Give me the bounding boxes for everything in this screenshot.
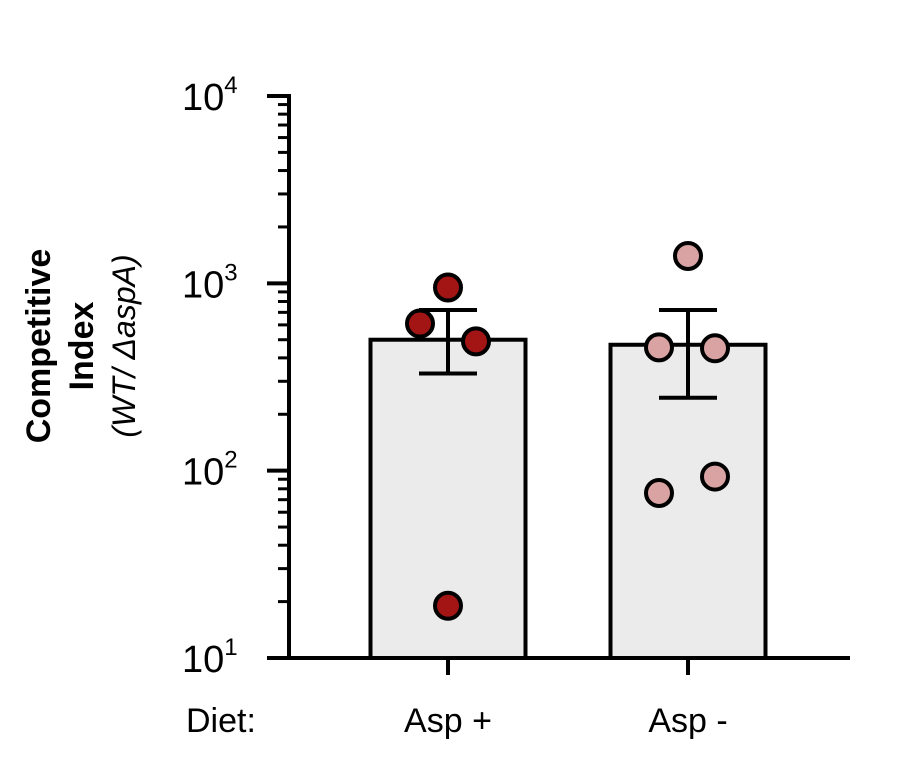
y-tick-label: 103 (182, 259, 238, 306)
y-axis-title-line2: Index (63, 302, 101, 391)
y-tick-base: 10 (182, 639, 224, 681)
data-point (644, 477, 674, 508)
data-point (461, 326, 491, 357)
bars-layer (368, 337, 768, 660)
data-point (433, 590, 463, 621)
data-point (673, 240, 703, 271)
data-point (700, 461, 730, 492)
y-axis-title: Competitive Index (WT/ ΔaspA) (20, 249, 142, 444)
y-tick-base: 10 (182, 452, 224, 494)
data-point (433, 272, 463, 303)
data-point (405, 308, 435, 339)
data-point (700, 333, 730, 364)
y-tick-label: 102 (182, 447, 238, 494)
y-tick-exponent: 2 (224, 447, 237, 474)
y-tick-exponent: 4 (224, 72, 237, 99)
y-axis-title-line1: Competitive (20, 249, 58, 444)
axes-layer (287, 94, 850, 660)
y-tick-exponent: 3 (224, 259, 237, 286)
x-ticks-layer: Asp + Asp - (404, 658, 728, 740)
y-tick-label: 104 (182, 72, 238, 119)
y-tick-base: 10 (182, 264, 224, 306)
error-bars-layer (419, 308, 717, 400)
data-point (644, 332, 674, 363)
x-prefix-label: Diet: (186, 702, 256, 740)
y-axis-title-line3: (WT/ ΔaspA) (106, 254, 142, 437)
x-tick-label: Asp - (648, 702, 727, 740)
points-layer (405, 240, 730, 621)
y-tick-label: 101 (182, 634, 238, 681)
y-tick-base: 10 (182, 77, 224, 119)
x-tick-label: Asp + (404, 702, 492, 740)
y-tick-exponent: 1 (224, 634, 237, 661)
